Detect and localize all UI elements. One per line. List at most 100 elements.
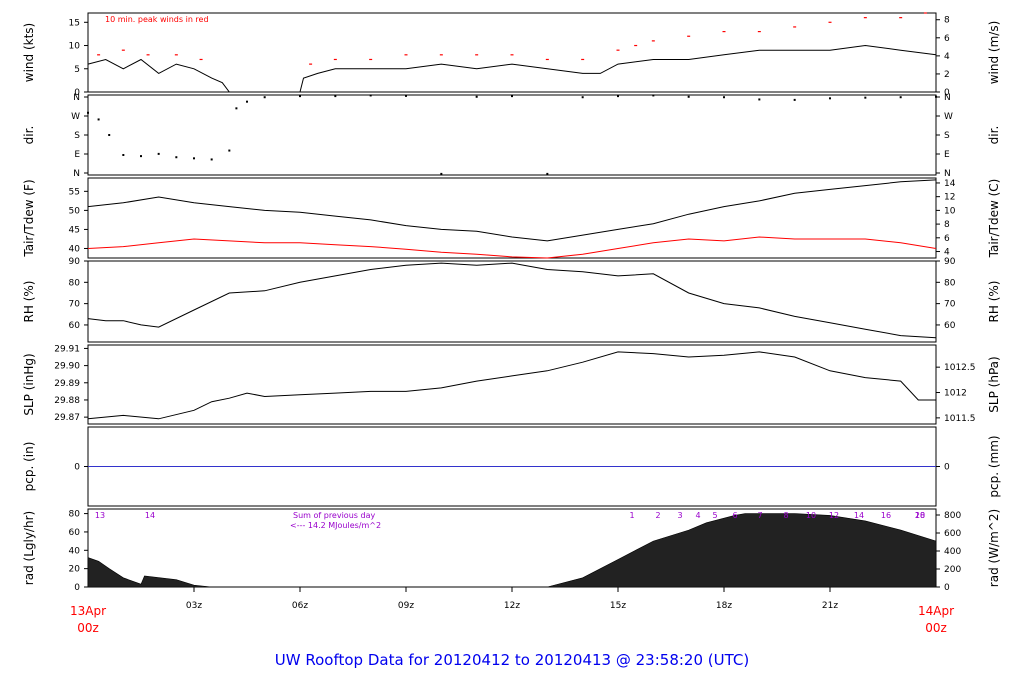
tick-label-left-slp: 29.91 — [54, 344, 80, 354]
ylabel-left-wind: wind (kts) — [22, 23, 36, 82]
tick-label-right-dir: N — [944, 93, 951, 103]
tick-label-right-rh: 90 — [944, 257, 956, 267]
tick-label-left-dir: N — [73, 169, 80, 179]
ylabel-right-dir: dir. — [987, 126, 1001, 145]
series-line-tdew — [87, 236, 937, 259]
x-end-date: 14Apr — [918, 604, 954, 618]
tick-label-left-wind: 5 — [74, 65, 80, 75]
tick-label-right-dir: S — [944, 131, 950, 141]
direction-point — [687, 95, 690, 98]
tick-label-left-rad: 0 — [74, 583, 80, 593]
tick-label-right-temp: 12 — [944, 193, 955, 203]
direction-point — [175, 156, 178, 159]
tick-label-right-temp: 4 — [944, 248, 950, 258]
direction-point — [97, 118, 100, 121]
direction-point — [235, 107, 238, 110]
tick-label-right-slp: 1012.5 — [944, 363, 976, 373]
tick-label-left-slp: 29.87 — [54, 413, 80, 423]
direction-point — [405, 94, 407, 97]
ylabel-right-wind: wind (m/s) — [987, 21, 1001, 85]
tick-label-left-rh: 70 — [69, 300, 81, 310]
x-start-date: 13Apr — [70, 604, 106, 618]
tick-label-right-temp: 14 — [944, 179, 956, 189]
ylabel-left-pcp: pcp. (in) — [22, 442, 36, 492]
tick-label-left-rad: 80 — [69, 510, 81, 520]
tick-label-left-dir: S — [74, 131, 80, 141]
x-tick-label: 06z — [292, 601, 308, 611]
direction-point — [263, 96, 266, 99]
tick-label-left-rad: 60 — [69, 528, 81, 538]
tick-label-left-wind: 10 — [69, 42, 81, 52]
multi-panel-chart: wind (kts) wind (m/s) 0 5 10 15 0 2 4 6 8 10 min. p… — [22, 12, 1001, 635]
tick-label-right-wind: 2 — [944, 70, 950, 80]
direction-point — [617, 95, 619, 98]
ylabel-right-slp: SLP (hPa) — [987, 356, 1001, 412]
tick-label-left-temp: 40 — [69, 244, 81, 254]
x-end-time: 00z — [925, 621, 947, 635]
rad-hour-label: 18 — [915, 511, 925, 520]
tick-label-right-temp: 10 — [944, 206, 956, 216]
direction-point — [299, 95, 301, 98]
direction-point — [157, 152, 160, 155]
rad-hour-label: 8 — [783, 511, 788, 520]
x-tick-label: 12z — [504, 601, 520, 611]
direction-point — [140, 155, 142, 158]
tick-label-left-pcp: 0 — [74, 463, 80, 473]
tick-label-left-temp: 50 — [69, 206, 81, 216]
series-line-wind — [87, 44, 937, 93]
direction-point — [475, 95, 478, 98]
x-tick-label: 21z — [822, 601, 838, 611]
wind-annotation: 10 min. peak winds in red — [105, 15, 209, 24]
tick-label-right-wind: 6 — [944, 34, 950, 44]
panel-frame-wind — [87, 12, 937, 93]
tick-label-left-rh: 60 — [69, 321, 81, 331]
ylabel-left-rh: RH (%) — [22, 281, 36, 323]
direction-point — [758, 98, 761, 101]
direction-point — [193, 157, 195, 160]
panel-frame-temp — [87, 177, 937, 259]
ylabel-left-dir: dir. — [22, 126, 36, 145]
rad-hour-label: 20 — [915, 511, 925, 520]
direction-point — [210, 158, 213, 161]
tick-label-left-rh: 90 — [69, 257, 81, 267]
tick-label-left-dir: E — [74, 150, 80, 160]
tick-label-left-temp: 55 — [69, 187, 80, 197]
ylabel-right-temp: Tair/Tdew (C) — [987, 179, 1001, 259]
direction-point — [228, 149, 231, 152]
tick-label-right-temp: 8 — [944, 220, 950, 230]
rad-annotation-line1: Sum of previous day — [293, 511, 375, 520]
tick-label-left-rad: 40 — [69, 546, 81, 556]
ylabel-right-rad: rad (W/m^2) — [987, 509, 1001, 587]
tick-label-right-rh: 70 — [944, 300, 956, 310]
tick-label-right-rad: 600 — [944, 529, 961, 539]
tick-label-right-slp: 1012 — [944, 389, 967, 399]
rad-hour-label: 14 — [145, 511, 155, 520]
tick-label-right-rad: 200 — [944, 565, 961, 575]
direction-point — [581, 96, 584, 99]
direction-point — [369, 94, 372, 97]
direction-point — [108, 134, 111, 136]
rad-hour-label: 12 — [829, 511, 839, 520]
direction-point — [829, 97, 831, 100]
tick-label-right-wind: 8 — [944, 16, 950, 26]
tick-label-left-rad: 20 — [69, 565, 81, 575]
direction-point — [334, 95, 337, 98]
ylabel-left-temp: Tair/Tdew (F) — [22, 179, 36, 257]
series-line-slp — [87, 351, 936, 420]
tick-label-right-wind: 4 — [944, 52, 950, 62]
x-tick-label: 09z — [398, 601, 414, 611]
rad-hour-label: 5 — [712, 511, 717, 520]
tick-label-right-temp: 6 — [944, 234, 950, 244]
tick-label-right-rad: 0 — [944, 583, 950, 593]
tick-label-right-slp: 1011.5 — [944, 414, 976, 424]
x-tick-label: 15z — [610, 601, 626, 611]
tick-label-left-wind: 15 — [69, 18, 80, 28]
direction-point — [440, 172, 443, 175]
tick-label-left-wind: 0 — [74, 88, 80, 98]
tick-label-right-rad: 800 — [944, 511, 961, 521]
direction-point — [122, 154, 125, 156]
tick-label-right-rh: 60 — [944, 321, 956, 331]
series-line-rh — [87, 262, 937, 339]
direction-point — [935, 95, 937, 98]
direction-point — [87, 111, 89, 114]
